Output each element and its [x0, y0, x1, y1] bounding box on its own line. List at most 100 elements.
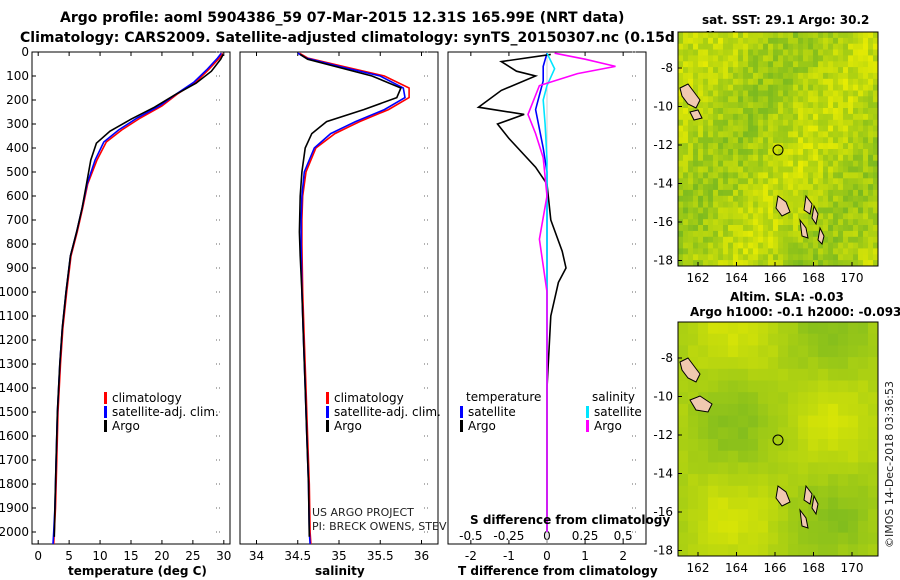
field-cell [768, 322, 779, 335]
field-cell [678, 96, 684, 103]
field-cell [793, 108, 799, 115]
field-cell [748, 154, 754, 162]
field-cell [798, 260, 804, 267]
field-cell [768, 37, 774, 45]
field-cell [698, 254, 704, 261]
field-cell [678, 260, 684, 267]
field-cell [738, 242, 744, 249]
field-cell [688, 143, 694, 150]
field-cell [698, 544, 709, 557]
field-cell [848, 392, 859, 405]
field-cell [838, 149, 844, 156]
field-cell [808, 260, 814, 267]
field-cell [818, 154, 824, 162]
field-cell [753, 189, 759, 197]
field-cell [708, 37, 714, 45]
field-cell [818, 254, 824, 261]
field-cell [868, 113, 874, 121]
field-cell [863, 61, 869, 68]
field-cell [678, 137, 684, 144]
field-cell [808, 474, 819, 487]
field-cell [723, 37, 729, 45]
field-cell [848, 49, 854, 56]
field-cell [783, 84, 789, 91]
field-cell [773, 242, 779, 249]
depth-tick-label: 1900 [0, 501, 29, 515]
field-cell [818, 102, 824, 109]
field-cell [768, 462, 779, 475]
field-cell [758, 108, 764, 115]
field-cell [873, 72, 879, 80]
field-cell [723, 149, 729, 156]
field-cell [708, 201, 714, 208]
field-cell [688, 131, 694, 138]
depth-tick-label: 1800 [0, 477, 29, 491]
field-cell [688, 248, 694, 255]
field-cell [858, 32, 864, 39]
field-cell [728, 368, 739, 381]
field-cell [678, 415, 689, 428]
field-cell [678, 113, 684, 121]
field-cell [708, 380, 719, 393]
field-cell [728, 55, 734, 62]
field-cell [858, 184, 864, 191]
field-cell [698, 450, 709, 463]
field-cell [743, 236, 749, 244]
field-cell [758, 178, 764, 185]
field-cell [843, 195, 849, 203]
field-cell [708, 119, 714, 127]
field-cell [733, 43, 739, 50]
field-cell [773, 90, 779, 97]
field-cell [793, 137, 799, 144]
field-cell [853, 55, 859, 62]
field-cell [698, 67, 704, 74]
field-cell [763, 67, 769, 74]
field-cell [753, 119, 759, 127]
field-cell [813, 230, 819, 238]
field-cell [758, 520, 769, 534]
field-cell [798, 345, 809, 358]
field-cell [798, 119, 804, 127]
field-cell [698, 37, 704, 45]
field-cell [728, 195, 734, 203]
field-cell [728, 49, 734, 56]
field-cell [778, 178, 784, 185]
field-cell [833, 96, 839, 103]
field-cell [778, 392, 789, 405]
field-cell [688, 195, 694, 203]
field-cell [788, 333, 799, 346]
field-cell [828, 201, 834, 208]
field-cell [713, 49, 719, 56]
field-cell [703, 189, 709, 197]
field-cell [838, 485, 849, 498]
field-cell [783, 236, 789, 244]
field-cell [678, 195, 684, 203]
field-cell [693, 230, 699, 238]
field-cell [773, 119, 779, 127]
field-cell [678, 154, 684, 162]
field-cell [738, 119, 744, 127]
field-cell [738, 236, 744, 244]
field-cell [838, 450, 849, 463]
field-cell [788, 119, 794, 127]
field-cell [678, 172, 684, 179]
field-cell [853, 160, 859, 167]
field-cell [838, 474, 849, 487]
legend-climatology: climatology [112, 391, 182, 405]
field-cell [868, 368, 879, 381]
sla-map-title2: Argo h1000: -0.1 h2000: -0.093 [690, 305, 900, 319]
legend-satellite-adj: satellite-adj. clim. [112, 405, 219, 419]
field-cell [838, 219, 844, 226]
x-tick-label: 15 [123, 549, 138, 563]
field-cell [868, 462, 879, 475]
field-cell [833, 219, 839, 226]
legend-swatch-satellite [326, 406, 329, 418]
field-cell [738, 485, 749, 498]
field-cell [743, 137, 749, 144]
field-cell [793, 242, 799, 249]
field-cell [798, 462, 809, 475]
field-cell [858, 37, 864, 45]
imos-stamp: ©IMOS 14-Dec-2018 03:36:53 [883, 381, 896, 548]
field-cell [868, 236, 874, 244]
field-cell [728, 113, 734, 121]
